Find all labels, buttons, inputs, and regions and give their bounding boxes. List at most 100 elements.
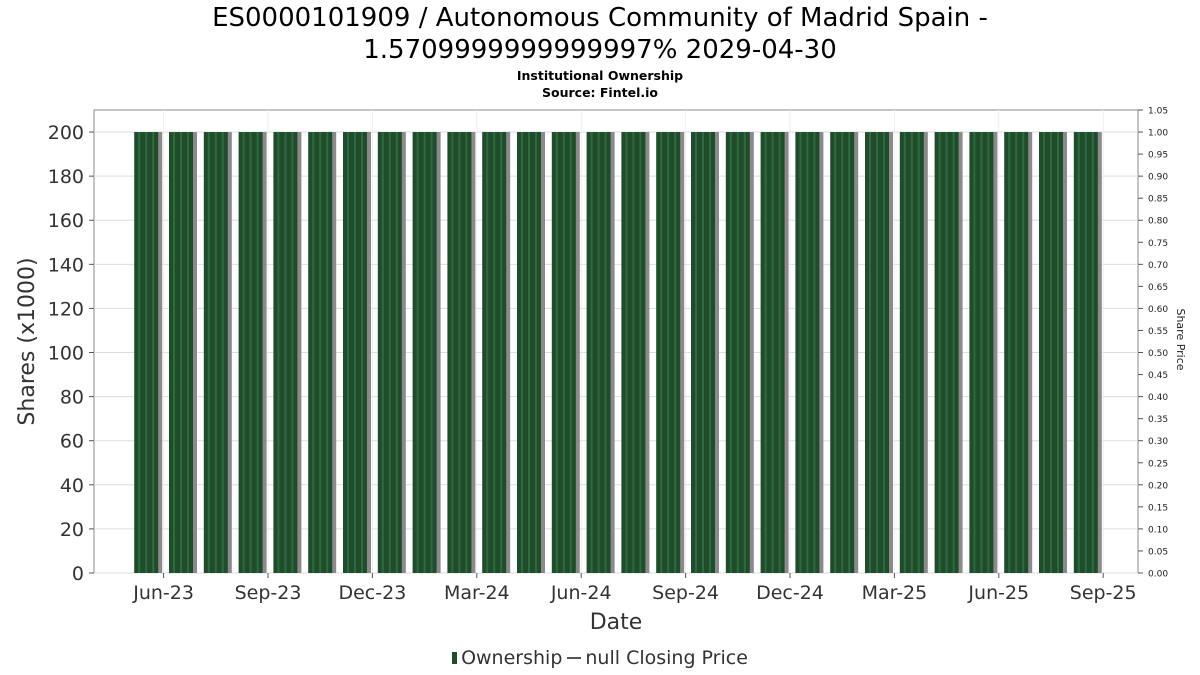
bar-stripe (326, 132, 329, 574)
y-tick-label: 80 (60, 387, 84, 409)
bar-stripe (695, 132, 697, 574)
chart-source: Source: Fintel.io (542, 85, 658, 100)
bar-stripe (319, 132, 322, 574)
bar-stripe (883, 132, 885, 574)
price-legend-swatch (567, 657, 582, 659)
bar-stripe (214, 132, 217, 574)
bar-stripe (903, 132, 906, 574)
y2-tick-label: 0.00 (1148, 570, 1168, 580)
bar-stripe (1043, 132, 1045, 574)
bar-stripe (771, 132, 774, 574)
bar-stripe (938, 132, 941, 574)
bar-stripe (535, 132, 537, 574)
bar-stripe (395, 132, 398, 574)
bar-stripe (381, 132, 384, 574)
x-tick-label: Dec-23 (338, 582, 406, 604)
bar-stripe (980, 132, 983, 574)
y-tick-label: 120 (48, 298, 84, 320)
bar-stripe (973, 132, 976, 574)
y2-tick-label: 0.20 (1148, 481, 1168, 491)
bar-stripe (528, 132, 530, 574)
y-tick-label: 20 (60, 519, 84, 541)
bar-stripe (1022, 132, 1025, 574)
bar-stripe (736, 132, 739, 574)
y2-tick-label: 0.10 (1148, 525, 1168, 535)
bar-stripe (590, 132, 593, 574)
y2-tick-label: 0.15 (1148, 503, 1168, 513)
x-tick-label: Jun-23 (132, 582, 194, 604)
bar-stripe (869, 132, 871, 574)
bar-stripe (702, 132, 704, 574)
x-tick-label: Sep-25 (1070, 582, 1137, 604)
bar-stripe (569, 132, 572, 574)
bar-stripe (291, 132, 294, 574)
y2-tick-label: 0.75 (1148, 239, 1168, 249)
x-tick-label: Dec-24 (756, 582, 824, 604)
y2-tick-label: 0.80 (1148, 217, 1168, 227)
bar-stripe (876, 132, 878, 574)
bar-stripe (312, 132, 315, 574)
bar-stripe (187, 132, 189, 574)
y-axis-title: Shares (x1000) (15, 257, 40, 425)
bar-stripe (743, 132, 746, 574)
bar-stripe (242, 132, 245, 574)
bar-stripe (764, 132, 767, 574)
bar-stripe (910, 132, 913, 574)
x-tick-label: Sep-23 (235, 582, 302, 604)
bar-stripe (597, 132, 600, 574)
bar-stripe (249, 132, 252, 574)
chart-legend: Ownership null Closing Price (0, 647, 1200, 669)
bar-stripe (180, 132, 182, 574)
price-legend-label: null Closing Price (585, 647, 748, 669)
x-tick-label: Jun-25 (967, 582, 1029, 604)
bar-stripe (625, 132, 628, 574)
y2-tick-label: 0.30 (1148, 437, 1168, 447)
bar-stripe (841, 132, 844, 574)
y2-tick-label: 0.40 (1148, 393, 1168, 403)
y2-tick-label: 0.25 (1148, 459, 1168, 469)
y2-tick-label: 0.05 (1148, 547, 1168, 557)
bar-stripe (1084, 132, 1087, 574)
bar-stripe (493, 132, 496, 574)
y2-tick-label: 1.05 (1148, 107, 1168, 117)
bar-stripe (388, 132, 391, 574)
bar-stripe (987, 132, 990, 574)
bar-stripe (277, 132, 280, 574)
y2-tick-label: 1.00 (1148, 129, 1168, 139)
bar-stripe (451, 132, 454, 574)
bar-stripe (639, 132, 642, 574)
bar-stripe (1050, 132, 1052, 574)
bar-stripe (806, 132, 809, 574)
bar-stripe (674, 132, 677, 574)
bar-stripe (1015, 132, 1018, 574)
bar-stripe (221, 132, 224, 574)
bar-stripe (778, 132, 781, 574)
bar-stripe (632, 132, 635, 574)
x-tick-label: Mar-25 (862, 582, 928, 604)
bar-stripe (945, 132, 948, 574)
ownership-legend-label: Ownership (461, 647, 563, 669)
x-tick-label: Mar-24 (444, 582, 510, 604)
bar-stripe (256, 132, 259, 574)
y2-tick-label: 0.85 (1148, 195, 1168, 205)
chart-title-line-2: 1.5709999999999997% 2029-04-30 (363, 35, 837, 65)
bar-stripe (709, 132, 711, 574)
y2-tick-label: 0.60 (1148, 305, 1168, 315)
bar-stripe (347, 132, 349, 574)
bar-stripe (952, 132, 955, 574)
ownership-legend-swatch (452, 652, 458, 664)
y-tick-label: 0 (72, 563, 84, 585)
chart-subtitle: Institutional Ownership (516, 68, 684, 83)
bar-stripe (145, 132, 148, 574)
chart-title-line-1: ES0000101909 / Autonomous Community of M… (212, 3, 988, 33)
y2-axis-title: Share Price (1174, 308, 1187, 370)
bar-stripe (500, 132, 503, 574)
bar-stripe (430, 132, 433, 574)
y-tick-label: 160 (48, 210, 84, 232)
bar-stripe (152, 132, 155, 574)
y-tick-label: 100 (48, 343, 84, 365)
y2-tick-label: 0.90 (1148, 173, 1168, 183)
bar-stripe (1057, 132, 1059, 574)
bar-stripe (465, 132, 468, 574)
x-tick-label: Sep-24 (652, 582, 719, 604)
